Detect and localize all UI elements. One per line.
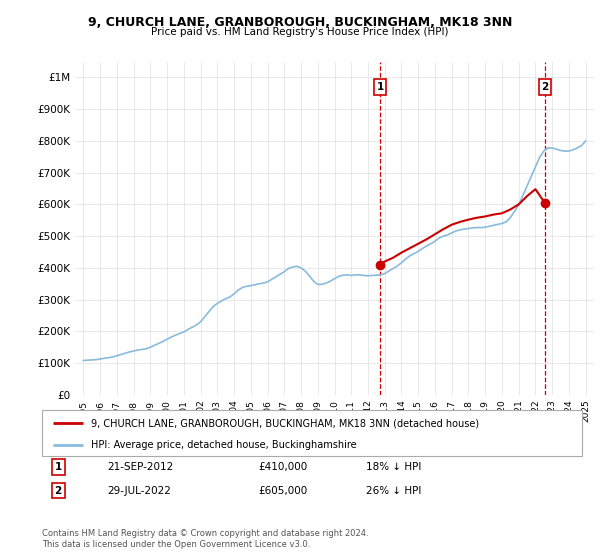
Text: 9, CHURCH LANE, GRANBOROUGH, BUCKINGHAM, MK18 3NN: 9, CHURCH LANE, GRANBOROUGH, BUCKINGHAM,… [88, 16, 512, 29]
Text: £410,000: £410,000 [258, 462, 307, 472]
Text: 2: 2 [55, 486, 62, 496]
FancyBboxPatch shape [42, 410, 582, 456]
Text: HPI: Average price, detached house, Buckinghamshire: HPI: Average price, detached house, Buck… [91, 440, 356, 450]
Text: 21-SEP-2012: 21-SEP-2012 [107, 462, 173, 472]
Text: 9, CHURCH LANE, GRANBOROUGH, BUCKINGHAM, MK18 3NN (detached house): 9, CHURCH LANE, GRANBOROUGH, BUCKINGHAM,… [91, 418, 479, 428]
Text: 29-JUL-2022: 29-JUL-2022 [107, 486, 170, 496]
Text: £605,000: £605,000 [258, 486, 307, 496]
Text: 1: 1 [55, 462, 62, 472]
Text: Contains HM Land Registry data © Crown copyright and database right 2024.
This d: Contains HM Land Registry data © Crown c… [42, 529, 368, 549]
Text: 1: 1 [376, 82, 383, 92]
Text: 26% ↓ HPI: 26% ↓ HPI [366, 486, 421, 496]
Text: Price paid vs. HM Land Registry's House Price Index (HPI): Price paid vs. HM Land Registry's House … [151, 27, 449, 37]
Text: 2: 2 [541, 82, 548, 92]
Text: 18% ↓ HPI: 18% ↓ HPI [366, 462, 421, 472]
